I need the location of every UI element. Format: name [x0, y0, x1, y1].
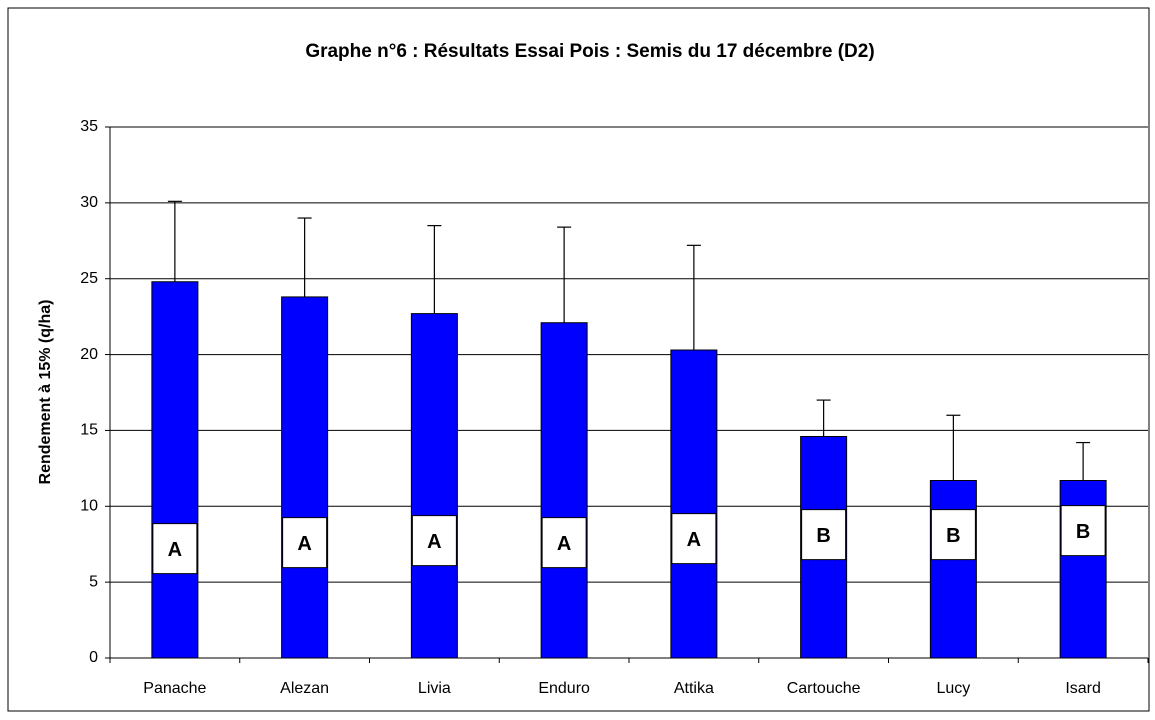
bar: [410, 313, 458, 659]
letter-label: A: [168, 539, 182, 561]
y-tick-label: 10: [80, 498, 98, 515]
chart-title: Graphe n°6 : Résultats Essai Pois : Semi…: [305, 41, 874, 62]
letter-box: [1060, 505, 1106, 557]
letter-label: B: [1076, 521, 1090, 543]
x-tick-label: Panache: [143, 680, 206, 697]
letter-label: A: [427, 531, 441, 553]
x-tick-label: Livia: [418, 680, 451, 697]
x-tick-label: Attika: [674, 680, 714, 697]
letter-label: A: [297, 533, 311, 555]
bar: [670, 349, 718, 659]
y-tick-label: 20: [80, 346, 98, 363]
letter-box: [930, 509, 976, 561]
y-tick-label: 35: [80, 118, 98, 135]
letter-box: [152, 523, 198, 575]
letter-box: [801, 509, 847, 561]
letter-label: A: [687, 529, 701, 551]
letter-label: B: [816, 525, 830, 547]
y-tick-label: 25: [80, 270, 98, 287]
x-tick-label: Lucy: [936, 680, 970, 697]
x-tick-label: Cartouche: [787, 680, 861, 697]
y-tick-label: 30: [80, 194, 98, 211]
bar: [281, 296, 329, 659]
letter-box: [541, 517, 587, 569]
x-tick-label: Isard: [1065, 680, 1101, 697]
x-tick-label: Alezan: [280, 680, 329, 697]
y-tick-label: 15: [80, 422, 98, 439]
bar: [540, 322, 588, 659]
bar: [151, 281, 199, 659]
x-tick-label: Enduro: [538, 680, 590, 697]
letter-box: [671, 513, 717, 565]
letter-box: [411, 515, 457, 567]
y-axis-label: Rendement à 15% (q/ha): [37, 300, 54, 485]
y-tick-label: 5: [89, 573, 98, 590]
letter-label: B: [946, 525, 960, 547]
letter-box: [282, 517, 328, 569]
letter-label: A: [557, 533, 571, 555]
y-tick-label: 0: [89, 649, 98, 666]
bar: [929, 479, 977, 659]
